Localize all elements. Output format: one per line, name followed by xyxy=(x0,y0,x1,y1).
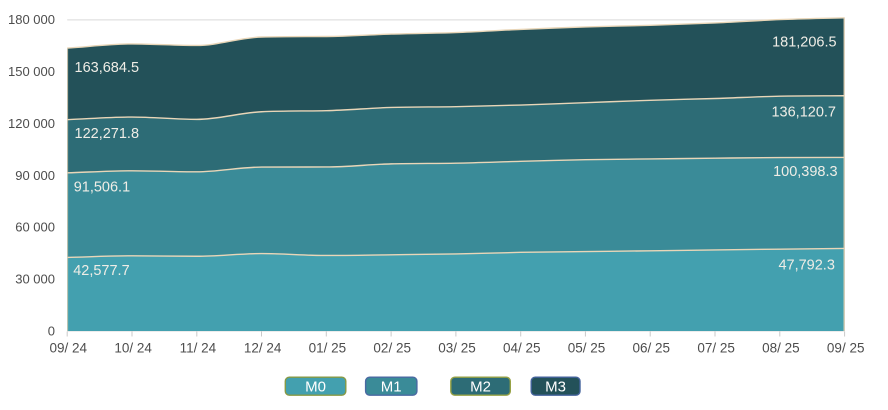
svg-text:11/ 24: 11/ 24 xyxy=(180,341,217,356)
svg-text:150 000: 150 000 xyxy=(8,64,55,79)
svg-text:09/ 24: 09/ 24 xyxy=(50,341,88,356)
svg-text:42,577.7: 42,577.7 xyxy=(73,263,129,279)
svg-text:136,120.7: 136,120.7 xyxy=(771,104,836,120)
svg-text:04/ 25: 04/ 25 xyxy=(503,341,541,356)
svg-text:163,684.5: 163,684.5 xyxy=(75,60,140,76)
svg-text:02/ 25: 02/ 25 xyxy=(373,341,411,356)
svg-text:10/ 24: 10/ 24 xyxy=(114,341,152,356)
svg-text:60 000: 60 000 xyxy=(15,220,55,235)
svg-text:08/ 25: 08/ 25 xyxy=(762,341,800,356)
svg-text:M1: M1 xyxy=(381,378,402,395)
svg-text:07/ 25: 07/ 25 xyxy=(697,341,735,356)
svg-text:90 000: 90 000 xyxy=(15,168,55,183)
svg-text:181,206.5: 181,206.5 xyxy=(772,35,837,51)
svg-text:09/ 25: 09/ 25 xyxy=(827,341,865,356)
svg-text:120 000: 120 000 xyxy=(8,116,55,131)
svg-text:0: 0 xyxy=(48,323,55,338)
svg-text:03/ 25: 03/ 25 xyxy=(438,341,476,356)
svg-text:M3: M3 xyxy=(545,378,566,395)
svg-text:91,506.1: 91,506.1 xyxy=(74,180,130,196)
svg-text:05/ 25: 05/ 25 xyxy=(568,341,606,356)
svg-text:01/ 25: 01/ 25 xyxy=(309,341,347,356)
svg-text:M0: M0 xyxy=(305,378,326,395)
svg-text:47,792.3: 47,792.3 xyxy=(778,258,834,274)
svg-text:12/ 24: 12/ 24 xyxy=(244,341,282,356)
svg-text:M2: M2 xyxy=(470,378,491,395)
svg-text:30 000: 30 000 xyxy=(15,271,55,286)
svg-text:06/ 25: 06/ 25 xyxy=(633,341,671,356)
svg-text:122,271.8: 122,271.8 xyxy=(75,126,140,142)
svg-text:180 000: 180 000 xyxy=(8,12,55,27)
svg-text:100,398.3: 100,398.3 xyxy=(773,164,838,180)
